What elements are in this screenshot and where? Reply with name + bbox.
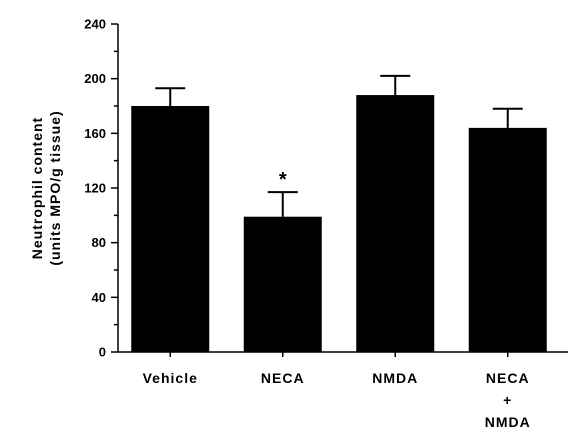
- bar: [356, 95, 435, 353]
- y-tick-label: 160: [84, 126, 106, 141]
- x-category-label: +: [503, 392, 512, 408]
- y-tick-label: 80: [92, 235, 106, 250]
- y-axis-title: Neutrophil content (units MPO/g tissue): [29, 110, 63, 265]
- bar: [243, 216, 322, 352]
- y-tick-label: 240: [84, 17, 106, 32]
- y-tick-label: 0: [99, 345, 106, 360]
- y-axis-title-line-1: Neutrophil content: [29, 117, 45, 259]
- x-category-label: NMDA: [372, 370, 418, 386]
- x-category-label: NECA: [486, 370, 530, 386]
- bar: [468, 127, 547, 352]
- x-category-label: NECA: [261, 370, 305, 386]
- x-category-label: NMDA: [485, 414, 531, 428]
- bar: [131, 106, 210, 352]
- significance-marker: *: [279, 169, 287, 191]
- bars-group: [131, 74, 547, 353]
- x-category-label: Vehicle: [143, 370, 198, 386]
- y-tick-label: 200: [84, 71, 106, 86]
- y-tick-label: 40: [92, 290, 106, 305]
- y-tick-label: 120: [84, 181, 106, 196]
- labels-group: 0 40 80 120 160 200 240 Vehicle * NECA NMDA NECA + NM…: [84, 17, 531, 428]
- y-axis-title-line-2: (units MPO/g tissue): [47, 110, 63, 265]
